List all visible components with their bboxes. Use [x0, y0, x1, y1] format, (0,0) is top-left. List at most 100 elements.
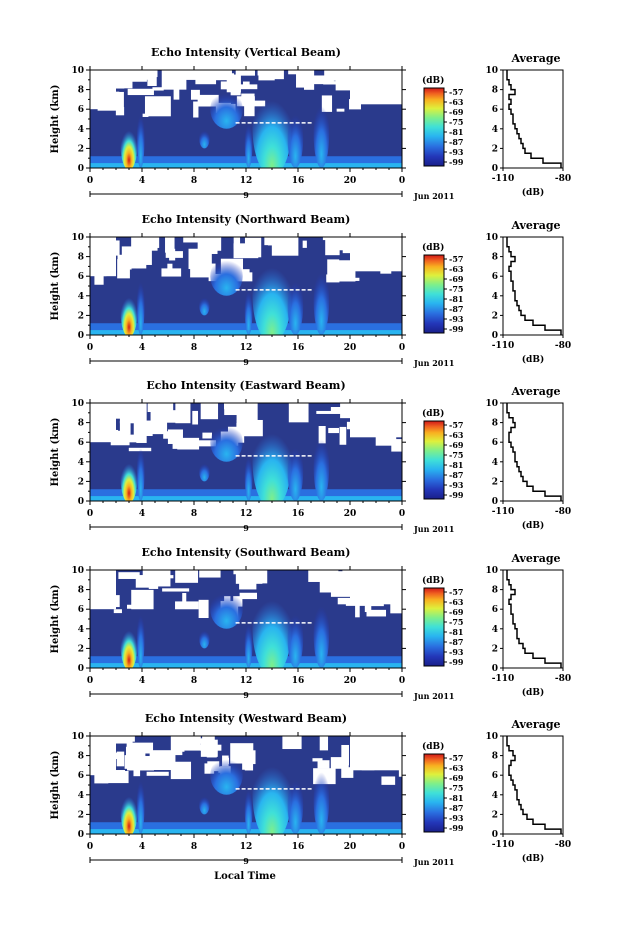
profile-frame [502, 569, 564, 669]
missing-data-patch [330, 407, 351, 413]
missing-data-patch [201, 238, 217, 247]
profile-y-tick-label: 8 [492, 86, 498, 96]
colorbar-unit: (dB) [422, 408, 444, 419]
missing-data-patch [224, 403, 232, 410]
profile-y-tick-label: 2 [492, 477, 498, 487]
x-tick-label: 8 [191, 676, 197, 686]
missing-data-patch [175, 601, 199, 610]
x-tick-label: 8 [191, 176, 197, 186]
x-tick-label: 16 [292, 842, 305, 852]
echo-feature [120, 120, 138, 168]
profile-y-tick-label: 2 [492, 311, 498, 321]
day-label: 9 [243, 523, 249, 533]
profile-x-label: (dB) [522, 520, 544, 531]
missing-data-patch [230, 88, 241, 96]
y-axis-label: Height (km) [50, 252, 61, 321]
missing-data-patch [352, 277, 360, 281]
x-tick-label: 8 [191, 343, 197, 353]
surface-layer [90, 829, 402, 834]
echo-feature [287, 609, 304, 668]
missing-data-patch [311, 570, 327, 575]
colorbar-tick-label: -87 [449, 304, 463, 314]
echo-feature [252, 82, 292, 168]
missing-data-patch [364, 605, 372, 613]
boundary-layer [90, 822, 402, 834]
echo-feature [210, 89, 243, 129]
surface-layer [90, 496, 402, 501]
missing-data-patch [113, 609, 122, 614]
x-tick-label: 8 [191, 509, 197, 519]
colorbar-tick-label: -63 [449, 97, 464, 107]
day-label: 9 [243, 190, 249, 200]
y-tick-label: 2 [78, 144, 84, 154]
y-tick-label: 2 [78, 477, 84, 487]
missing-data-patch [244, 104, 255, 117]
missing-data-patch [366, 609, 387, 617]
missing-data-patch [127, 88, 154, 96]
colorbar-tick-label: -63 [449, 430, 464, 440]
missing-data-patch [296, 70, 306, 88]
missing-data-patch [302, 240, 307, 248]
profile-title: Average [510, 52, 560, 65]
colorbar-tick-label: -57 [449, 420, 463, 430]
missing-data-patch [117, 261, 124, 267]
x-tick-label: 16 [292, 676, 305, 686]
missing-data-patch [341, 744, 349, 766]
x-tick-label: 0 [399, 343, 405, 353]
missing-data-patch [236, 403, 258, 423]
profile-y-tick-label: 8 [492, 752, 498, 762]
profile-frame [502, 69, 564, 169]
x-tick-label: 0 [399, 176, 405, 186]
missing-data-patch [147, 403, 153, 413]
colorbar-tick-label: -99 [449, 324, 464, 334]
echo-feature [252, 415, 292, 501]
colorbar-tick-label: -93 [449, 314, 464, 324]
profile-y-tick-label: 2 [492, 810, 498, 820]
profile-y-tick-label: 2 [492, 144, 498, 154]
profile-y-tick-label: 6 [492, 771, 498, 781]
missing-data-patch [115, 107, 125, 116]
missing-data-patch [232, 84, 258, 90]
x-tick-label: 20 [344, 509, 357, 519]
profile-x-tick-label: -110 [492, 840, 515, 850]
profile-x-tick-label: -80 [555, 507, 571, 517]
missing-data-patch [273, 70, 284, 80]
missing-data-patch [350, 736, 402, 771]
y-tick-label: 0 [78, 164, 84, 174]
echo-feature [313, 765, 330, 834]
profile-y-tick-label: 0 [492, 664, 498, 674]
missing-data-patch [170, 761, 192, 780]
y-axis-label: Height (km) [50, 85, 61, 154]
missing-data-patch [161, 268, 182, 277]
colorbar-tick-label: -63 [449, 264, 464, 274]
missing-data-patch [173, 81, 180, 100]
colorbar-tick-label: -81 [449, 127, 463, 137]
missing-data-patch [282, 736, 302, 750]
echo-feature [313, 266, 330, 335]
panel-5: Echo Intensity (Westward Beam) Height (km… [50, 712, 571, 867]
echo-feature [199, 295, 210, 316]
missing-data-patch [338, 260, 352, 268]
y-tick-label: 8 [78, 752, 84, 762]
surface-layer [90, 330, 402, 335]
surface-layer [90, 663, 402, 668]
colorbar-tick-label: -69 [449, 107, 464, 117]
profile-x-tick-label: -80 [555, 341, 571, 351]
colorbar-tick-label: -57 [449, 753, 463, 763]
y-tick-label: 10 [71, 399, 84, 409]
profile-y-tick-label: 8 [492, 419, 498, 429]
missing-data-patch [116, 91, 124, 108]
profile-y-tick-label: 10 [485, 566, 498, 576]
missing-data-patch [121, 403, 131, 413]
missing-data-patch [146, 771, 169, 776]
missing-data-patch [239, 577, 263, 581]
heatmap-field [90, 237, 402, 335]
colorbar-tick-label: -93 [449, 813, 464, 823]
missing-data-patch [152, 87, 164, 91]
profile-y-tick-label: 4 [492, 292, 498, 302]
profile-x-tick-label: -110 [492, 174, 515, 184]
missing-data-patch [192, 410, 199, 425]
heatmap-field [90, 736, 402, 834]
colorbar-tick-label: -57 [449, 87, 463, 97]
colorbar [423, 87, 445, 167]
